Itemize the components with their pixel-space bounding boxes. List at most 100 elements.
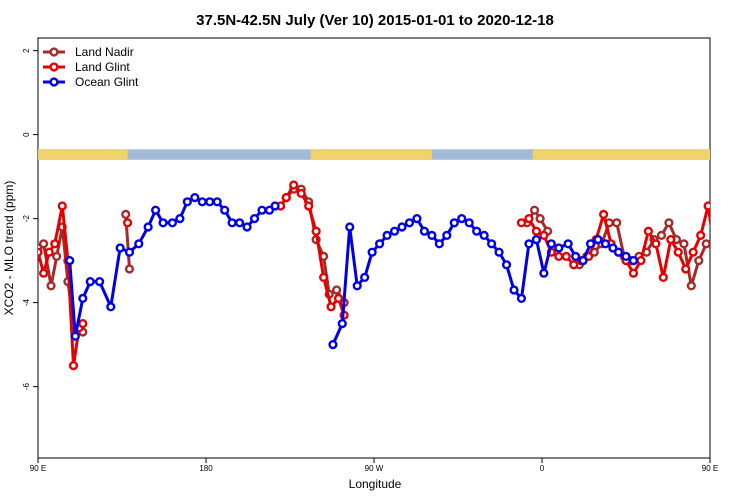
land-ocean-strip — [38, 149, 710, 160]
data-point-ocean-glint — [516, 293, 527, 304]
data-point-land-nadir — [656, 230, 667, 241]
data-point-ocean-glint — [427, 230, 437, 241]
data-point-land-glint — [311, 226, 321, 236]
data-point-land-nadir — [694, 256, 704, 266]
data-point-ocean-glint — [487, 239, 497, 249]
data-point-land-glint — [50, 239, 60, 249]
data-point-ocean-glint — [404, 218, 415, 228]
data-point-ocean-glint — [270, 201, 280, 211]
data-point-ocean-glint — [337, 319, 347, 329]
y-tick-label: -4 — [22, 298, 31, 306]
data-point-ocean-glint — [124, 247, 135, 257]
data-point-land-nadir — [52, 251, 62, 262]
land-segment — [532, 149, 710, 160]
data-point-ocean-glint — [65, 256, 75, 266]
data-point-land-glint — [569, 260, 579, 270]
data-point-land-glint — [122, 218, 133, 228]
data-point-land-glint — [561, 251, 571, 262]
legend-item-land-nadir: Land Nadir — [43, 45, 134, 59]
data-point-ocean-glint — [419, 226, 430, 236]
y-axis-label: XCO2 - MLO trend (ppm) — [2, 181, 16, 316]
data-point-land-glint — [696, 230, 706, 241]
data-point-ocean-glint — [449, 218, 459, 228]
data-point-ocean-glint — [744, 278, 750, 285]
data-point-ocean-glint — [716, 257, 723, 264]
x-tick-label: 0 — [540, 464, 545, 473]
data-point-land-glint — [296, 188, 306, 199]
data-point-land-glint — [709, 241, 710, 247]
data-point-ocean-glint — [501, 260, 512, 270]
data-point-land-glint — [281, 193, 291, 203]
data-point-land-glint — [666, 235, 676, 245]
y-tick-label: 2 — [22, 48, 31, 53]
data-point-ocean-glint — [151, 205, 161, 215]
data-point-ocean-glint — [412, 214, 422, 224]
data-point-land-nadir — [731, 329, 738, 336]
data-point-land-nadir — [332, 285, 342, 295]
data-point-ocean-glint — [143, 222, 153, 232]
data-point-land-nadir — [46, 281, 56, 291]
data-point-land-nadir — [718, 278, 725, 285]
data-point-ocean-glint — [158, 218, 168, 228]
data-point-ocean-glint — [464, 218, 474, 228]
data-point-ocean-glint — [212, 197, 222, 207]
data-point-ocean-glint — [115, 243, 125, 253]
data-point-land-glint — [636, 256, 646, 266]
x-tick-label: 90 E — [30, 464, 46, 473]
data-point-land-glint — [673, 247, 683, 257]
data-point-ocean-glint — [190, 193, 200, 203]
data-point-ocean-glint — [494, 247, 504, 257]
y-tick-label: -6 — [22, 382, 31, 390]
legend-item-ocean-glint: Ocean Glint — [43, 75, 139, 89]
data-point-ocean-glint — [509, 285, 519, 295]
data-point-land-nadir — [664, 218, 674, 228]
legend-swatch-marker — [49, 77, 59, 87]
data-point-ocean-glint — [585, 239, 596, 249]
data-point-ocean-glint — [94, 277, 105, 287]
data-point-land-nadir — [701, 239, 710, 249]
data-point-land-nadir — [529, 205, 540, 215]
data-point-land-glint — [598, 209, 609, 220]
data-point-ocean-glint — [249, 214, 260, 224]
data-point-ocean-glint — [78, 293, 88, 304]
data-point-ocean-glint — [167, 218, 178, 228]
data-point-land-glint — [729, 316, 736, 323]
data-point-land-glint — [78, 319, 88, 329]
data-point-ocean-glint — [593, 235, 603, 245]
data-point-land-glint — [319, 272, 329, 283]
data-point-ocean-glint — [134, 239, 144, 249]
data-point-land-nadir — [723, 337, 730, 344]
data-point-land-glint — [735, 308, 742, 315]
data-point-ocean-glint — [106, 302, 116, 312]
data-point-ocean-glint — [613, 247, 624, 257]
data-point-land-glint — [289, 180, 299, 190]
series-ocean-glint — [65, 193, 750, 350]
data-point-land-nadir — [744, 320, 750, 327]
legend-item-land-glint: Land Glint — [43, 60, 130, 74]
y-tick-label: 0 — [22, 132, 31, 137]
legend-label: Land Nadir — [75, 45, 134, 59]
data-point-ocean-glint — [546, 239, 556, 249]
data-point-ocean-glint — [479, 230, 489, 241]
data-point-ocean-glint — [182, 197, 192, 207]
data-point-land-glint — [681, 264, 691, 274]
data-point-land-glint — [658, 272, 668, 283]
legend-swatch-marker — [49, 47, 59, 57]
data-point-land-glint — [531, 226, 542, 236]
data-point-ocean-glint — [205, 197, 215, 207]
data-point-land-nadir — [38, 239, 49, 249]
data-point-land-nadir — [612, 218, 622, 228]
data-point-ocean-glint — [257, 205, 267, 215]
data-point-land-nadir — [709, 245, 710, 251]
legend-label: Ocean Glint — [75, 75, 139, 89]
data-point-ocean-glint — [621, 251, 631, 262]
data-point-ocean-glint — [70, 331, 80, 341]
data-point-land-glint — [524, 214, 534, 224]
chart-title: 37.5N-42.5N July (Ver 10) 2015-01-01 to … — [196, 12, 554, 29]
data-point-land-glint — [68, 361, 79, 371]
data-point-ocean-glint — [608, 243, 618, 253]
data-point-land-glint — [703, 201, 710, 211]
data-point-ocean-glint — [578, 256, 588, 266]
series-line-land-glint — [38, 183, 710, 368]
